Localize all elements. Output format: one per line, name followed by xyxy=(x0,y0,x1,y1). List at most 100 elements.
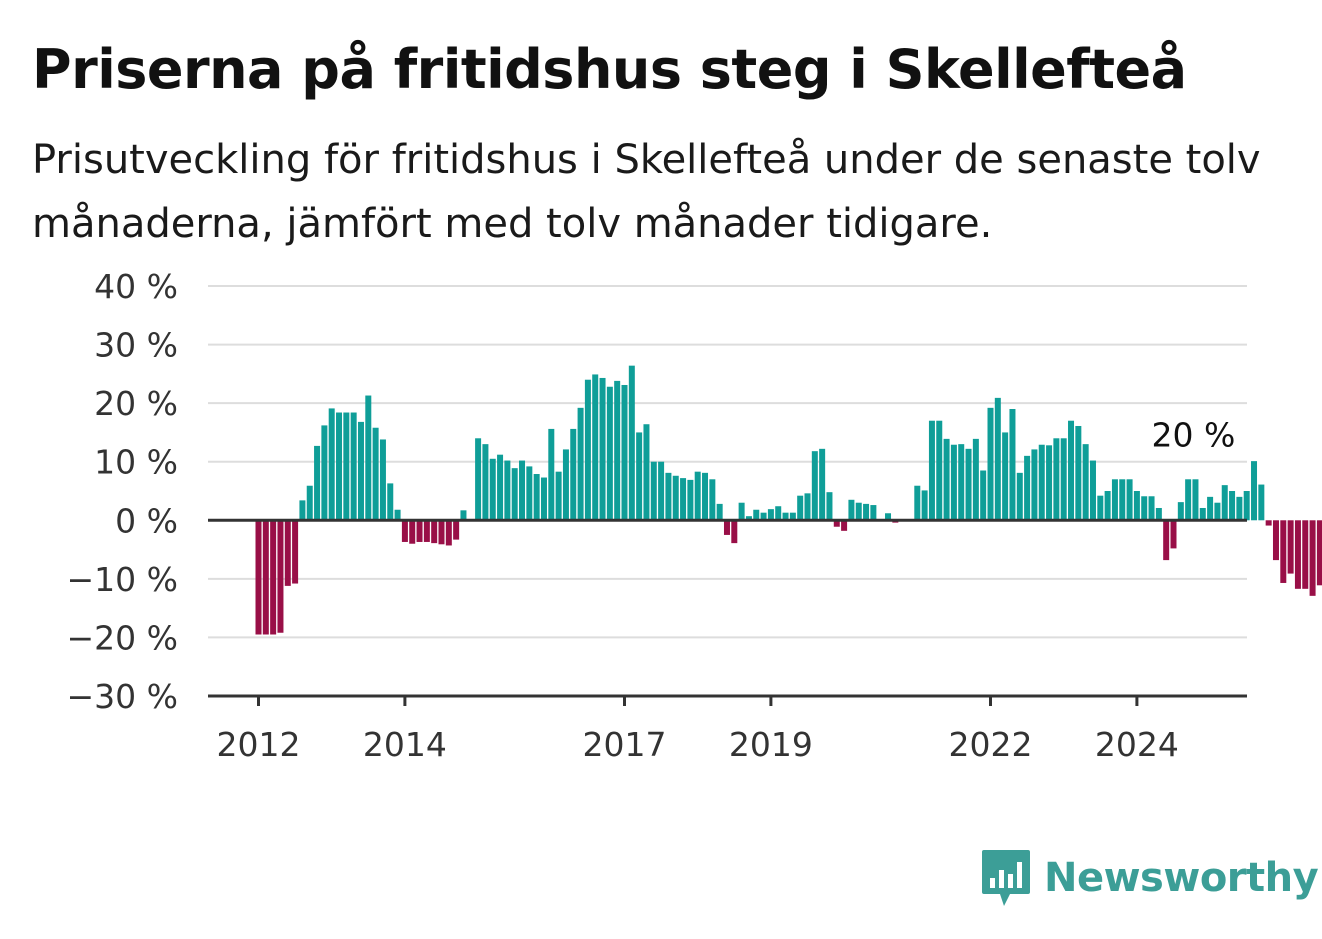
bar xyxy=(1265,520,1272,526)
bar xyxy=(482,444,489,521)
chart-subtitle: Prisutveckling för fritidshus i Skelleft… xyxy=(32,137,1261,247)
bar xyxy=(423,520,430,542)
newsworthy-logo: Newsworthy xyxy=(980,848,1319,908)
bar xyxy=(833,520,840,527)
bar xyxy=(987,407,994,521)
bar xyxy=(1046,445,1053,521)
bar xyxy=(863,503,870,521)
bar xyxy=(972,438,979,521)
x-tick-label: 2014 xyxy=(363,725,447,764)
bar xyxy=(1104,491,1111,521)
bar xyxy=(716,503,723,521)
bar xyxy=(372,427,379,521)
bar xyxy=(636,432,643,521)
newsworthy-bar-chart-icon xyxy=(982,850,1030,906)
bar xyxy=(1214,502,1221,521)
bar xyxy=(1119,479,1126,521)
bar xyxy=(577,407,584,521)
bar xyxy=(460,510,467,521)
bar xyxy=(555,471,562,521)
bar xyxy=(1163,520,1170,561)
bar xyxy=(687,479,694,521)
bar xyxy=(614,380,621,521)
bar xyxy=(401,520,408,542)
y-tick-label: 10 % xyxy=(94,443,178,482)
bar xyxy=(665,472,672,521)
bar xyxy=(1272,520,1279,561)
bar xyxy=(760,512,767,521)
bar xyxy=(928,420,935,521)
bar xyxy=(599,377,606,521)
bar xyxy=(328,408,335,521)
chart-title: Priserna på fritidshus steg i Skellefteå xyxy=(32,38,1187,101)
bar xyxy=(475,438,482,521)
bar xyxy=(804,493,811,521)
bar xyxy=(416,520,423,542)
bar xyxy=(284,520,291,586)
bar xyxy=(1060,438,1067,521)
bar xyxy=(826,492,833,521)
bar xyxy=(299,500,306,521)
bar xyxy=(723,520,730,535)
bar xyxy=(321,425,328,521)
bar xyxy=(387,483,394,521)
bar xyxy=(292,520,299,584)
bar xyxy=(314,445,321,521)
bar xyxy=(1068,420,1075,521)
bar xyxy=(745,516,752,521)
bar xyxy=(1258,484,1265,521)
bar xyxy=(1243,491,1250,521)
bar xyxy=(731,520,738,544)
bar xyxy=(680,478,687,521)
bar xyxy=(1221,485,1228,521)
last-value-annotation: 20 % xyxy=(1152,415,1236,454)
bar xyxy=(1148,496,1155,521)
bar xyxy=(658,461,665,521)
bar xyxy=(1207,496,1214,521)
bar xyxy=(672,475,679,521)
bar xyxy=(394,509,401,521)
bar xyxy=(357,421,364,521)
bar xyxy=(1009,409,1016,521)
y-tick-label: −20 % xyxy=(67,618,179,657)
bar xyxy=(848,499,855,521)
bar xyxy=(584,379,591,521)
bar xyxy=(1031,449,1038,521)
bar xyxy=(767,509,774,521)
bar xyxy=(379,439,386,521)
y-tick-label: 40 % xyxy=(94,267,178,306)
x-tick-label: 2022 xyxy=(949,725,1033,764)
bar xyxy=(1316,520,1322,586)
bar xyxy=(1294,520,1301,589)
bar xyxy=(1089,460,1096,521)
bar xyxy=(1199,507,1206,521)
bar xyxy=(943,438,950,521)
y-tick-label: −30 % xyxy=(67,677,179,716)
bar xyxy=(438,520,445,545)
bar xyxy=(540,477,547,521)
bar xyxy=(958,444,965,521)
bar xyxy=(870,505,877,521)
brand-name: Newsworthy xyxy=(1044,855,1319,901)
bar xyxy=(738,502,745,521)
bar xyxy=(497,454,504,521)
y-tick-label: −10 % xyxy=(67,560,179,599)
bar xyxy=(1309,520,1316,596)
bar xyxy=(504,460,511,521)
bar xyxy=(262,520,269,635)
bar xyxy=(936,420,943,521)
bar xyxy=(775,506,782,521)
bar xyxy=(336,412,343,521)
bar xyxy=(453,520,460,540)
bar xyxy=(789,512,796,521)
bar xyxy=(431,520,438,544)
bar xyxy=(1155,507,1162,521)
bar xyxy=(270,520,277,635)
x-tick-label: 2019 xyxy=(729,725,813,764)
bar xyxy=(914,485,921,521)
bar xyxy=(1002,432,1009,521)
bar xyxy=(1141,496,1148,521)
bar xyxy=(365,395,372,521)
bar xyxy=(489,458,496,521)
bar xyxy=(511,468,518,521)
